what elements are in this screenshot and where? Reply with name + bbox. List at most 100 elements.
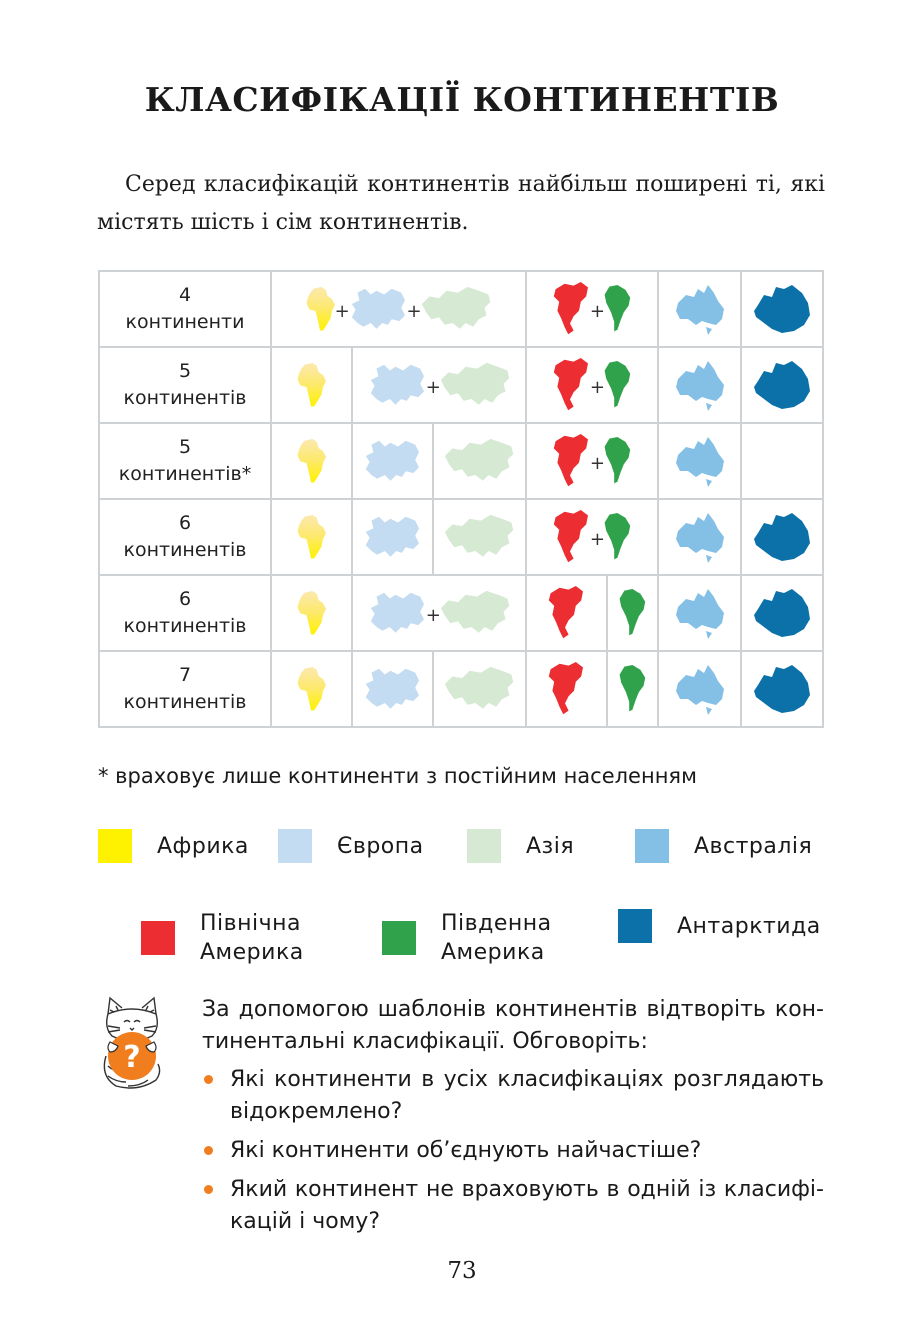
bullet-icon (204, 1075, 213, 1084)
plus-sign: + (589, 528, 605, 550)
continent-cell (740, 422, 824, 500)
legend-item: Південна Америка (382, 909, 552, 967)
continent-cell (525, 574, 608, 652)
row-word: континентів (123, 615, 247, 637)
row-word: континентів (123, 691, 247, 713)
asia-icon (445, 667, 514, 709)
page-number: 73 (447, 1258, 477, 1284)
row-count: 5 (178, 436, 192, 458)
page-title: КЛАСИФІКАЦІЇ КОНТИНЕНТІВ (144, 80, 780, 119)
continent-cell (432, 650, 527, 728)
question-item: Які континенти об’єднують найчастіше? (202, 1135, 824, 1167)
legend-swatch (98, 829, 132, 863)
asia-icon (445, 439, 514, 481)
continent-cell (270, 574, 353, 652)
row-label: 7 континентів (98, 650, 272, 728)
question-text: Які континенти об’єднують найчастіше? (230, 1138, 702, 1163)
samerica-icon (619, 665, 646, 712)
classification-row: 6 континентів + (98, 498, 824, 576)
africa-icon (297, 666, 326, 710)
continent-cell (740, 270, 824, 348)
continent-cell: + (525, 422, 659, 500)
australia-icon (675, 437, 724, 487)
row-count: 6 (178, 588, 192, 610)
continent-cell (270, 498, 353, 576)
legend-swatch (467, 829, 501, 863)
legend-label: Австралія (694, 833, 813, 859)
namerica-icon (548, 586, 583, 639)
antarctica-icon (754, 665, 810, 713)
namerica-icon (554, 358, 589, 411)
australia-icon (675, 361, 724, 411)
africa-icon (297, 590, 326, 634)
asia-icon (440, 363, 510, 405)
row-label: 4 континенти (98, 270, 272, 348)
europe-icon (370, 593, 424, 633)
question-item: Який континент не враховують в одній із … (202, 1174, 824, 1238)
task-block: За допомогою шаблонів континентів відтво… (202, 994, 824, 1245)
samerica-icon (604, 513, 631, 560)
continent-cell (351, 422, 434, 500)
continent-cell (740, 574, 824, 652)
task-text: За допомогою шаблонів континентів відтво… (202, 997, 824, 1054)
classification-row: 5 континентів* + (98, 422, 824, 500)
question-list: Які континенти в усіх класифікаціях розг… (202, 1064, 824, 1238)
australia-icon (675, 285, 724, 335)
intro-text: Серед класифікацій континентів найбільш … (97, 172, 825, 235)
classification-row: 4 континенти + + + (98, 270, 824, 348)
australia-icon (675, 513, 724, 563)
legend-label: Антарктида (677, 913, 821, 939)
namerica-icon (554, 282, 589, 335)
europe-icon (351, 289, 405, 329)
europe-icon (370, 365, 424, 405)
antarctica-icon (754, 589, 810, 637)
continent-cell (657, 498, 742, 576)
plus-sign: + (334, 300, 350, 322)
question-text: Який континент не враховують в одній із … (230, 1177, 824, 1234)
antarctica-icon (754, 361, 810, 409)
continent-cell (270, 422, 353, 500)
continent-cell (657, 650, 742, 728)
row-word: континенти (125, 311, 245, 333)
legend-item: Європа (278, 829, 424, 863)
legend-item: Австралія (635, 829, 812, 863)
footnote: * враховує лише континенти з постійним н… (98, 764, 697, 788)
continent-cell (740, 650, 824, 728)
row-label: 5 континентів* (98, 422, 272, 500)
continent-cell (525, 650, 608, 728)
row-count: 6 (178, 512, 192, 534)
continent-cell (657, 270, 742, 348)
question-mark: ? (123, 1040, 140, 1075)
namerica-icon (548, 662, 583, 715)
row-count: 4 (178, 284, 192, 306)
continent-cell: + (525, 346, 659, 424)
antarctica-icon (754, 285, 810, 333)
legend-item: Азія (467, 829, 574, 863)
continent-cell (432, 498, 527, 576)
legend-swatch (141, 921, 175, 955)
continent-cell (351, 650, 434, 728)
antarctica-icon (754, 513, 810, 561)
samerica-icon (619, 589, 646, 636)
australia-icon (675, 665, 724, 715)
bullet-icon (204, 1185, 213, 1194)
continent-cell (606, 574, 659, 652)
continent-cell: + (351, 346, 527, 424)
row-word: континентів (123, 539, 247, 561)
australia-icon (675, 589, 724, 639)
row-label: 5 континентів (98, 346, 272, 424)
intro-paragraph: Серед класифікацій континентів найбільш … (97, 166, 825, 242)
classification-row: 7 континентів (98, 650, 824, 728)
legend-label: Північна Америка (200, 911, 304, 965)
samerica-icon (604, 285, 631, 332)
continent-cell: + (351, 574, 527, 652)
continent-cell (270, 650, 353, 728)
samerica-icon (604, 437, 631, 484)
plus-sign: + (406, 300, 422, 322)
classification-table: 4 континенти + + +5 континентів + +5 континентів… (98, 270, 824, 728)
europe-icon (365, 669, 420, 709)
continent-cell (740, 346, 824, 424)
namerica-icon (554, 434, 589, 487)
row-word: континентів* (118, 463, 252, 485)
asia-icon (421, 287, 490, 329)
